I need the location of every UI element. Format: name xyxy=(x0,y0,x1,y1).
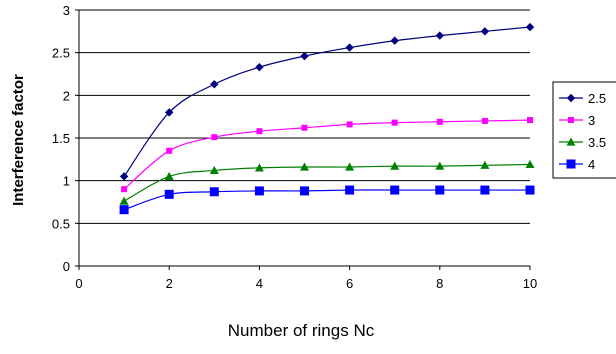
data-point-s2-8 xyxy=(436,118,443,125)
series-line-3 xyxy=(123,163,531,202)
y-tick-label-5: 2.5 xyxy=(52,46,70,61)
legend-item-3: 3.5 xyxy=(559,135,606,150)
data-point-s3-4 xyxy=(254,163,264,172)
axes: 0 0.5 1 1.5 2 2.5 3 0 2 4 6 8 10 xyxy=(52,3,537,291)
legend-label-3: 3.5 xyxy=(588,135,606,150)
x-tick-label-3: 6 xyxy=(346,276,353,291)
data-point-s1-2 xyxy=(164,108,174,117)
series-line-1 xyxy=(123,26,531,177)
legend-marker-2 xyxy=(568,117,574,123)
data-point-s1-5 xyxy=(300,51,309,61)
x-tick-label-1: 2 xyxy=(166,276,173,291)
x-tick-label-2: 4 xyxy=(256,276,263,291)
data-point-s4-9 xyxy=(480,185,490,195)
y-tick-label-3: 1.5 xyxy=(52,131,70,146)
data-point-s2-3 xyxy=(211,134,218,141)
data-point-s2-9 xyxy=(481,117,488,124)
data-point-s4-6 xyxy=(345,185,355,195)
data-point-s2-4 xyxy=(256,128,263,135)
data-point-s1-1 xyxy=(119,172,129,181)
y-tick-label-1: 0.5 xyxy=(52,216,70,231)
series-3 xyxy=(119,159,535,205)
data-point-s3-3 xyxy=(209,165,219,175)
legend-item-4: 4 xyxy=(559,157,595,172)
data-point-s3-2 xyxy=(164,171,174,180)
data-point-s4-10 xyxy=(525,185,535,195)
legend-label-1: 2.5 xyxy=(588,91,606,106)
y-tick-label-6: 3 xyxy=(63,3,70,18)
data-point-s2-10 xyxy=(527,117,533,124)
data-point-s4-4 xyxy=(254,186,264,196)
x-tick-label-5: 10 xyxy=(523,276,537,291)
data-point-s4-8 xyxy=(435,185,445,195)
legend-marker-4 xyxy=(566,159,576,169)
series-1 xyxy=(119,22,535,181)
series-line-2 xyxy=(123,119,531,190)
data-point-s1-8 xyxy=(435,31,445,40)
legend-item-2: 3 xyxy=(559,113,595,128)
data-point-s1-3 xyxy=(210,80,219,89)
data-point-s4-3 xyxy=(209,187,219,197)
series-4 xyxy=(119,185,535,215)
data-point-s3-10 xyxy=(525,159,535,169)
data-point-s2-1 xyxy=(121,186,128,193)
data-point-s3-1 xyxy=(119,196,129,205)
legend-label-4: 4 xyxy=(588,157,595,172)
y-tick-label-4: 2 xyxy=(63,88,70,103)
series-group xyxy=(119,22,535,215)
data-point-s3-5 xyxy=(300,162,309,171)
y-tick-label-2: 1 xyxy=(63,174,70,189)
x-tick-label-4: 8 xyxy=(436,276,443,291)
data-point-s2-7 xyxy=(391,119,398,126)
legend-item-1: 2.5 xyxy=(559,91,606,106)
data-point-s2-2 xyxy=(166,147,173,154)
data-point-s4-1 xyxy=(119,205,129,215)
series-line-4 xyxy=(123,189,530,211)
series-2 xyxy=(121,117,533,193)
y-tick-label-0: 0 xyxy=(63,259,70,274)
legend: 2.5 3 3.5 4 xyxy=(552,81,616,179)
data-point-s4-7 xyxy=(390,185,400,195)
data-point-s4-2 xyxy=(164,189,174,199)
data-point-s1-4 xyxy=(255,62,264,72)
data-point-s1-7 xyxy=(390,36,399,45)
data-point-s3-6 xyxy=(345,162,355,171)
y-axis-title: Interference factor xyxy=(10,74,27,206)
data-point-s1-10 xyxy=(525,22,535,32)
x-axis-title: Number of rings Nc xyxy=(228,321,375,340)
data-point-s1-6 xyxy=(345,43,354,52)
x-tick-label-0: 0 xyxy=(75,276,82,291)
data-point-s3-7 xyxy=(390,161,400,170)
data-point-s1-9 xyxy=(480,27,490,36)
data-point-s2-6 xyxy=(346,121,353,128)
data-point-s2-5 xyxy=(301,124,308,131)
data-point-s3-8 xyxy=(435,161,445,170)
legend-marker-3 xyxy=(566,137,576,146)
legend-label-2: 3 xyxy=(588,113,595,128)
legend-marker-1 xyxy=(566,93,576,103)
data-point-s3-9 xyxy=(480,160,490,169)
data-point-s4-5 xyxy=(300,186,309,196)
axis-labels: Interference factor Number of rings Nc xyxy=(10,74,375,340)
